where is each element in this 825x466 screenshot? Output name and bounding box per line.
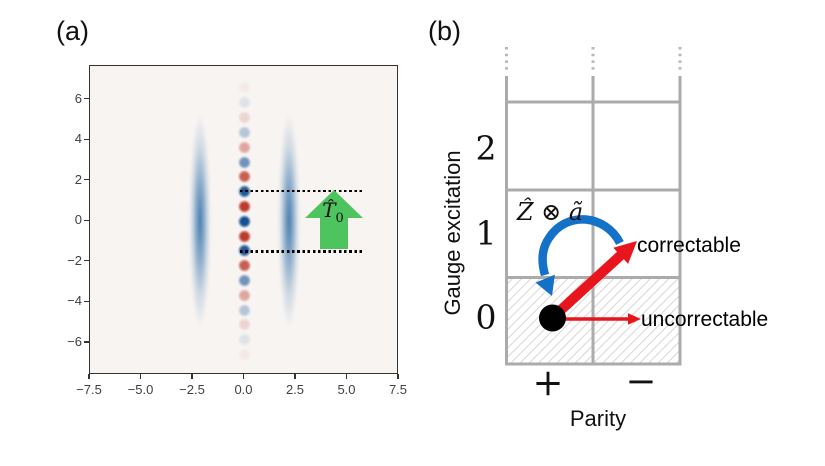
wigner-plot [89, 65, 398, 374]
y-tick-label: 4 [74, 131, 82, 147]
panel-a-label: (a) [56, 16, 89, 46]
fringe-dot-blue [238, 303, 251, 317]
y-tick-label: 2 [74, 171, 82, 187]
gauge-raising-arc-arrow [535, 215, 624, 296]
state-dot [539, 304, 566, 332]
fringe-dot-red [238, 81, 251, 95]
fringe-dot-red [238, 199, 251, 213]
x-tick [397, 374, 399, 379]
x-tick-label: 0.0 [234, 382, 253, 397]
parity-plus-label: + [532, 361, 564, 405]
gauge-excitation-axis-label: Gauge excitation [440, 150, 465, 316]
y-tick [84, 260, 89, 262]
fringe-dot-red [238, 348, 251, 362]
fringe-dot-red [238, 170, 251, 184]
translation-arrow-label: T̂0 [322, 198, 344, 226]
row-label-0: 0 [475, 297, 497, 337]
parity-axis-label: Parity [569, 406, 627, 431]
gaussian-stripe [186, 85, 215, 358]
fringe-dot-red [238, 111, 251, 125]
correctable-arrow [553, 241, 637, 318]
row-label-1: 1 [475, 213, 497, 253]
x-tick-label: −5.0 [127, 382, 154, 397]
dotted-guide-line [240, 189, 364, 193]
y-tick [84, 97, 89, 100]
correctable-label: correctable [637, 234, 741, 257]
fringe-dot-red [238, 318, 251, 332]
x-tick-label: 2.5 [285, 382, 305, 397]
uncorrectable-label: uncorrectable [641, 308, 769, 331]
fringe-dot-red [238, 229, 251, 243]
x-tick-label: 7.5 [388, 382, 408, 397]
fringe-dot-blue [238, 155, 251, 169]
fringe-dot-blue [238, 125, 251, 139]
fringe-dot-red [238, 259, 251, 273]
x-tick [88, 374, 90, 379]
y-tick [84, 138, 89, 140]
x-tick [242, 374, 245, 379]
fringe-dot-red [238, 288, 251, 302]
operator-label: Ẑ ⊗ ã [516, 198, 584, 226]
x-tick-label: −7.5 [76, 382, 102, 397]
fringe-dot-blue [238, 96, 251, 110]
y-tick-label: 6 [74, 90, 82, 106]
row-label-2: 2 [475, 128, 497, 168]
x-tick [345, 374, 348, 379]
parity-minus-label: − [625, 359, 657, 403]
x-tick [191, 374, 193, 379]
fringe-dot-blue [238, 214, 251, 228]
panel-b-label: (b) [428, 16, 461, 46]
x-tick-label: 5.0 [337, 382, 356, 397]
x-tick [294, 374, 296, 379]
fringe-dot-red [238, 140, 251, 154]
y-tick [84, 219, 89, 221]
y-tick [84, 341, 89, 343]
fringe-dot-blue [238, 333, 251, 347]
y-tick-label: 0 [74, 212, 82, 228]
y-tick-label: −6 [67, 334, 82, 350]
x-tick-label: −2.5 [179, 382, 205, 397]
y-tick-label: −2 [67, 252, 82, 268]
uncorrectable-arrow [564, 313, 641, 325]
gaussian-stripe [274, 85, 303, 358]
y-tick-label: −4 [67, 293, 82, 309]
dotted-guide-line [240, 250, 364, 254]
x-tick [139, 374, 142, 379]
y-tick [84, 300, 89, 303]
y-tick [84, 179, 89, 181]
fringe-dot-blue [238, 274, 251, 288]
grid-continuation-dotted-lines [505, 47, 682, 73]
